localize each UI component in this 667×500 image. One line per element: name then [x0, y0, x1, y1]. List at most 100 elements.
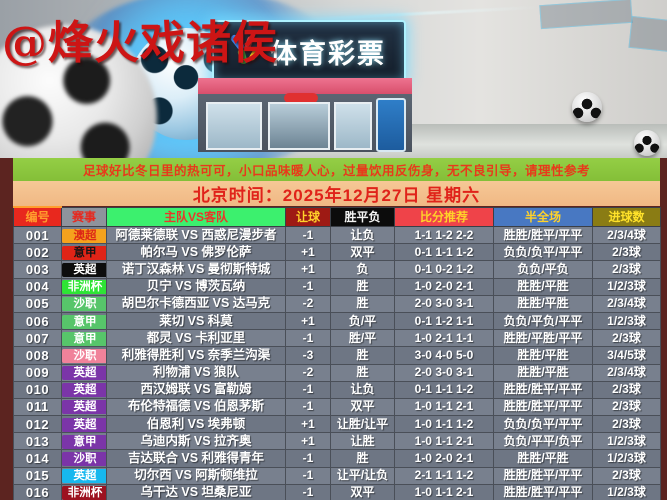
date-banner: 北京时间：2025年12月27日 星期六: [13, 181, 660, 206]
wdl-cell: 负: [330, 260, 395, 279]
teams-cell: 乌迪内斯 VS 拉齐奥: [106, 432, 286, 451]
handicap-cell: -1: [285, 483, 331, 500]
handicap-cell: -1: [285, 329, 331, 348]
score-cell: 1-1 1-2 2-2: [394, 225, 494, 245]
match-id: 016: [13, 483, 62, 500]
handicap-cell: -2: [285, 363, 331, 382]
teams-cell: 都灵 VS 卡利亚里: [106, 329, 286, 348]
table-row: 008 沙职 利雅得胜利 VS 奈季兰沟渠 -3 胜 3-0 4-0 5-0 胜…: [13, 346, 661, 365]
league-cell: 英超: [61, 380, 107, 399]
goals-cell: 2/3球: [592, 243, 661, 262]
match-id: 007: [13, 329, 62, 348]
tech-panel: [539, 0, 633, 30]
match-id: 012: [13, 415, 62, 434]
league-badge: 澳超: [62, 228, 106, 243]
match-id: 006: [13, 311, 62, 331]
goals-cell: 2/3球: [592, 329, 661, 348]
score-cell: 1-0 1-1 2-1: [394, 432, 494, 451]
halffull-cell: 胜胜/平胜: [493, 363, 593, 382]
score-cell: 1-0 1-1 2-1: [394, 483, 494, 500]
store-window: [334, 102, 372, 150]
score-cell: 1-0 2-1 1-1: [394, 329, 494, 348]
predictions-table: 编号 赛事 主队VS客队 让球 胜平负 比分推荐 半全场 进球数 001 澳超 …: [13, 206, 661, 500]
league-badge: 英超: [62, 383, 106, 398]
league-badge: 英超: [62, 262, 106, 277]
handicap-cell: -1: [285, 449, 331, 468]
table-row: 006 意甲 莱切 VS 科莫 +1 负/平 0-1 1-2 1-1 负负/平负…: [13, 311, 661, 331]
teams-cell: 伯恩利 VS 埃弗顿: [106, 415, 286, 434]
league-cell: 沙职: [61, 346, 107, 365]
match-id: 004: [13, 277, 62, 296]
match-id: 008: [13, 346, 62, 365]
league-badge: 意甲: [62, 434, 106, 449]
teams-cell: 吉达联合 VS 利雅得青年: [106, 449, 286, 468]
league-cell: 沙职: [61, 449, 107, 468]
table-row: 010 英超 西汉姆联 VS 富勒姆 -1 让负 0-1 1-1 1-2 胜胜/…: [13, 380, 661, 399]
match-id: 001: [13, 225, 62, 245]
halffull-cell: 胜胜/平胜: [493, 277, 593, 296]
wdl-cell: 双平: [330, 397, 395, 417]
score-cell: 2-1 1-1 1-2: [394, 466, 494, 485]
soccer-ball-small: [572, 92, 602, 122]
store-sign: 体育彩票: [212, 20, 406, 82]
halffull-cell: 胜胜/胜平/平平: [493, 483, 593, 500]
electric-streak: [300, 5, 540, 22]
league-cell: 英超: [61, 415, 107, 434]
table-row: 007 意甲 都灵 VS 卡利亚里 -1 胜/平 1-0 2-1 1-1 胜胜/…: [13, 329, 661, 348]
handicap-cell: +1: [285, 311, 331, 331]
handicap-cell: -1: [285, 277, 331, 296]
table-row: 001 澳超 阿德莱德联 VS 西惑尼漫步者 -1 让负 1-1 1-2 2-2…: [13, 225, 661, 245]
league-cell: 非洲杯: [61, 483, 107, 500]
wdl-cell: 让负: [330, 225, 395, 245]
table-row: 005 沙职 胡巴尔卡德西亚 VS 达马克 -2 胜 2-0 3-0 3-1 胜…: [13, 294, 661, 313]
hero-photo: 体育彩票: [0, 0, 667, 158]
goals-cell: 1/2/3球: [592, 483, 661, 500]
league-cell: 英超: [61, 260, 107, 279]
col-header-score: 比分推荐: [394, 206, 494, 227]
league-badge: 非洲杯: [62, 280, 106, 295]
handicap-cell: +1: [285, 243, 331, 262]
league-badge: 英超: [62, 417, 106, 432]
league-badge: 英超: [62, 400, 106, 415]
goals-cell: 2/3/4球: [592, 363, 661, 382]
match-id: 005: [13, 294, 62, 313]
league-badge: 意甲: [62, 314, 106, 329]
date-text: 北京时间：2025年12月27日 星期六: [192, 186, 481, 205]
col-header-halffull: 半全场: [493, 206, 593, 227]
table-row: 015 英超 切尔西 VS 阿斯顿维拉 -1 让平/让负 2-1 1-1 1-2…: [13, 466, 661, 485]
halffull-cell: 负负/负平/平平: [493, 243, 593, 262]
store-front: [198, 93, 412, 152]
table-row: 003 英超 诺丁汉森林 VS 曼彻斯特城 +1 负 0-1 0-2 1-2 负…: [13, 260, 661, 279]
halffull-cell: 胜胜/平胜/平平: [493, 329, 593, 348]
store-kiosk-screen: [376, 98, 406, 152]
teams-cell: 西汉姆联 VS 富勒姆: [106, 380, 286, 399]
score-cell: 3-0 4-0 5-0: [394, 346, 494, 365]
goals-cell: 2/3球: [592, 397, 661, 417]
col-header-wdl: 胜平负: [330, 206, 395, 227]
wdl-cell: 负/平: [330, 311, 395, 331]
teams-cell: 布伦特福德 VS 伯恩茅斯: [106, 397, 286, 417]
wdl-cell: 胜: [330, 294, 395, 313]
handicap-cell: -2: [285, 294, 331, 313]
league-badge: 意甲: [62, 331, 106, 346]
league-cell: 意甲: [61, 432, 107, 451]
score-cell: 1-0 1-1 1-2: [394, 415, 494, 434]
league-badge: 沙职: [62, 297, 106, 312]
goals-cell: 2/3球: [592, 380, 661, 399]
teams-cell: 诺丁汉森林 VS 曼彻斯特城: [106, 260, 286, 279]
goals-cell: 1/2/3球: [592, 449, 661, 468]
store-window: [206, 102, 262, 150]
wdl-cell: 让胜/让平: [330, 415, 395, 434]
wdl-cell: 让平/让负: [330, 466, 395, 485]
halffull-cell: 胜胜/胜平/平平: [493, 397, 593, 417]
match-id: 014: [13, 449, 62, 468]
score-cell: 1-0 2-0 2-1: [394, 277, 494, 296]
goals-cell: 2/3球: [592, 415, 661, 434]
teams-cell: 阿德莱德联 VS 西惑尼漫步者: [106, 225, 286, 245]
wdl-cell: 胜: [330, 277, 395, 296]
handicap-cell: -1: [285, 380, 331, 399]
league-cell: 英超: [61, 397, 107, 417]
goals-cell: 2/3/4球: [592, 225, 661, 245]
teams-cell: 利雅得胜利 VS 奈季兰沟渠: [106, 346, 286, 365]
score-cell: 1-0 2-0 2-1: [394, 449, 494, 468]
